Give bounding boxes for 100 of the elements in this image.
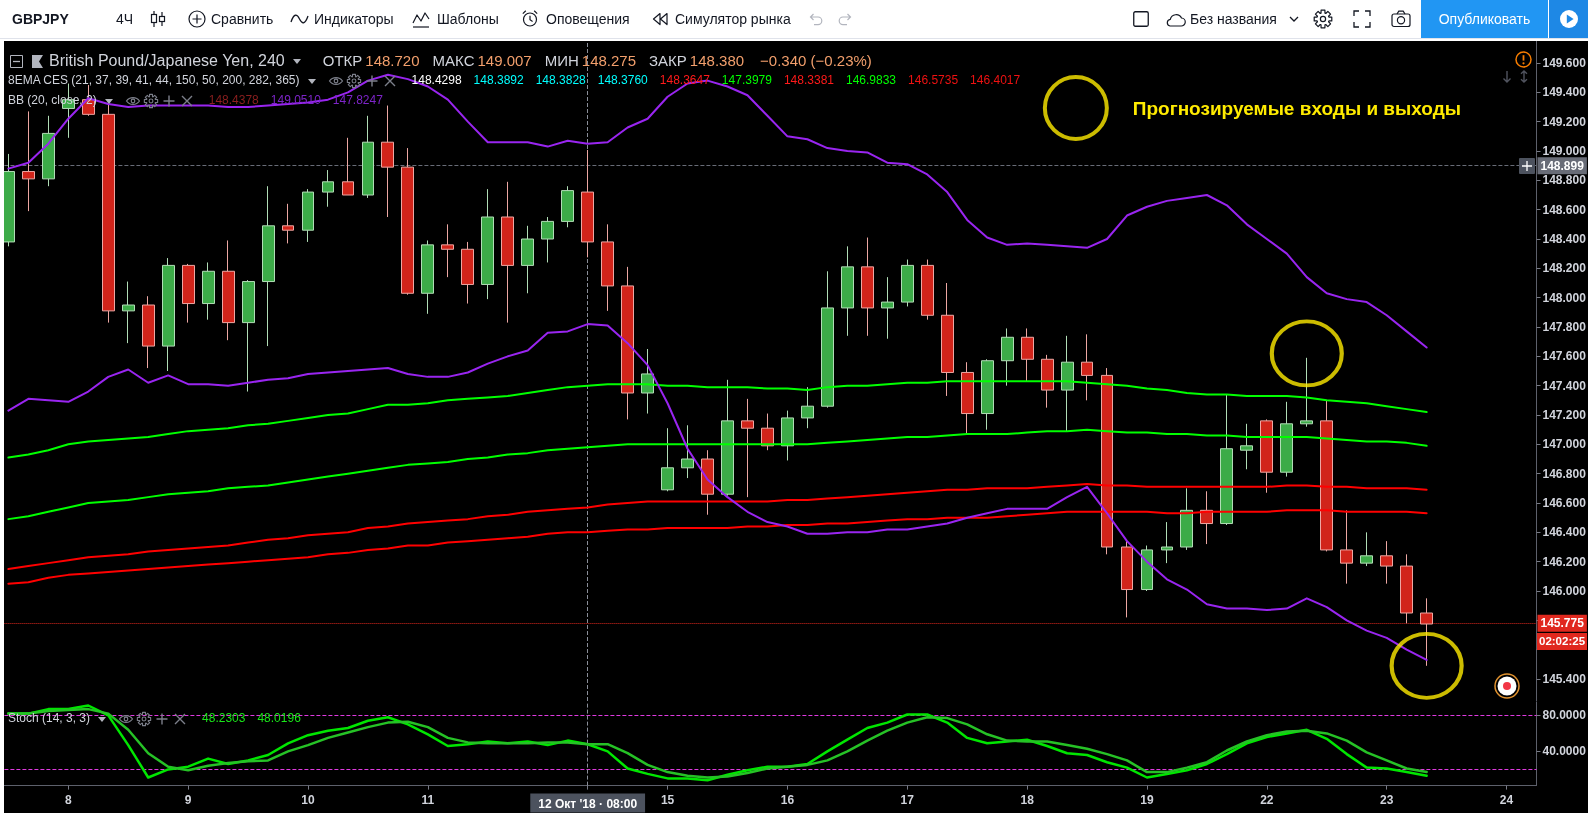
- candlestick: [142, 295, 155, 369]
- candlestick: [1260, 418, 1273, 494]
- candlestick: [601, 223, 614, 312]
- y-tick-label: 148.800: [1542, 173, 1587, 188]
- annotation: 146.4017: [970, 73, 1021, 88]
- candlestick: [621, 266, 634, 420]
- y-tick-label: 145.400: [1542, 672, 1587, 686]
- candlestick: [1400, 553, 1413, 624]
- candlestick: [841, 245, 854, 337]
- candlestick: [262, 185, 275, 347]
- candlestick: [1320, 399, 1333, 552]
- candlestick: [741, 398, 754, 498]
- y-tick-label: 146.200: [1542, 554, 1587, 569]
- candlestick: [1141, 545, 1153, 592]
- annotation: 149.007: [477, 52, 532, 70]
- text: Шаблоны: [437, 11, 499, 28]
- candlestick: [302, 188, 314, 243]
- annotation: МАКС: [432, 52, 475, 70]
- annotation: 8EMA CES (21, 37, 39, 41, 44, 150, 50, 200, 282, 365): [8, 73, 300, 88]
- candlestick: [461, 241, 474, 305]
- candlestick: [781, 410, 794, 461]
- annotation: 148.4298: [411, 73, 462, 88]
- y-tick-label: 40.0000: [1542, 744, 1587, 759]
- candlestick: [961, 361, 974, 435]
- text: 02:02:25: [1537, 633, 1588, 651]
- candlestick: [561, 185, 574, 228]
- y-tick-label: 147.000: [1542, 437, 1587, 452]
- candlestick: [801, 386, 814, 429]
- text: Индикаторы: [314, 11, 394, 28]
- annotation: МИН: [544, 52, 579, 70]
- x-tick-label: 16: [780, 792, 795, 807]
- candlestick: [1360, 531, 1373, 567]
- y-tick-label: 146.800: [1542, 466, 1587, 481]
- text: Оповещения: [546, 11, 630, 28]
- text: 4Ч: [116, 11, 134, 28]
- candlestick: [1041, 354, 1054, 409]
- candlestick: [981, 358, 994, 431]
- x-tick-label: 15: [660, 792, 675, 807]
- y-tick-label: 146.600: [1542, 496, 1587, 510]
- annotation: −0.340 (−0.23%): [760, 52, 872, 70]
- candlestick: [1121, 540, 1133, 618]
- candlestick: [122, 281, 135, 344]
- y-tick-label: 147.400: [1542, 378, 1587, 393]
- annotation: 146.9833: [845, 73, 897, 88]
- candlestick: [102, 103, 115, 324]
- annotation: ОТКР: [322, 52, 363, 70]
- x-tick-label: 12 Окт '18 · 08:00: [538, 796, 638, 811]
- y-tick-label: 149.000: [1542, 144, 1587, 158]
- ref-line-label: 148.899: [1540, 158, 1585, 173]
- y-tick-label: 149.600: [1542, 56, 1587, 70]
- candlestick: [721, 379, 734, 497]
- x-tick-label: 22: [1260, 792, 1274, 807]
- candlestick: [222, 239, 235, 341]
- annotation: 148.380: [689, 52, 745, 70]
- candlestick: [701, 449, 714, 516]
- text: Симулятор рынка: [675, 11, 791, 28]
- candlestick: [1180, 487, 1193, 551]
- annotation: 148.3828: [535, 73, 586, 88]
- text: Без названия: [1190, 11, 1277, 28]
- text: British Pound/Japanese Yen, 240: [49, 51, 285, 71]
- text: Сравнить: [211, 11, 274, 28]
- x-tick-label: 24: [1499, 792, 1514, 807]
- x-tick-label: 18: [1020, 792, 1035, 807]
- candlestick: [1280, 401, 1293, 478]
- x-tick-label: 10: [301, 792, 316, 807]
- candlestick: [1340, 509, 1353, 585]
- annotation: 148.720: [365, 52, 420, 70]
- y-tick-label: 147.600: [1542, 349, 1587, 364]
- candlestick: [521, 225, 534, 294]
- candlestick: [661, 427, 674, 492]
- candlestick: [322, 169, 334, 208]
- y-tick-label: 147.200: [1542, 408, 1587, 422]
- annotation: 148.275: [581, 52, 637, 70]
- button: Опубликовать: [1421, 0, 1548, 38]
- y-tick-label: 149.400: [1542, 85, 1587, 100]
- y-tick-label: 146.000: [1542, 584, 1587, 598]
- annotation: 148.3760: [597, 73, 648, 88]
- annotation: 148.3892: [473, 73, 524, 88]
- annotation: 147.8247: [332, 93, 383, 108]
- x-tick-label: 11: [421, 792, 435, 807]
- y-tick-label: 148.000: [1542, 290, 1587, 305]
- candlestick: [401, 147, 414, 296]
- candlestick: [1101, 367, 1113, 555]
- candlestick: [501, 181, 514, 324]
- annotation: 148.4378: [208, 93, 259, 108]
- candlestick: [681, 424, 694, 479]
- line-series: [7, 509, 1428, 585]
- candlestick: [381, 105, 394, 218]
- text: GBPJPY: [12, 11, 69, 28]
- x-tick-label: 9: [184, 792, 192, 807]
- candlestick: [1420, 597, 1433, 667]
- annotation: 147.3979: [721, 73, 772, 88]
- candlestick: [861, 237, 874, 337]
- text: Прогнозируемые входы и выходы: [1132, 97, 1462, 119]
- line-series: [7, 428, 1428, 521]
- annotation: ЗАКР: [649, 52, 687, 70]
- candlestick: [1380, 540, 1393, 585]
- candlestick: [941, 282, 954, 397]
- candlestick: [881, 276, 894, 340]
- candlestick: [1300, 357, 1313, 428]
